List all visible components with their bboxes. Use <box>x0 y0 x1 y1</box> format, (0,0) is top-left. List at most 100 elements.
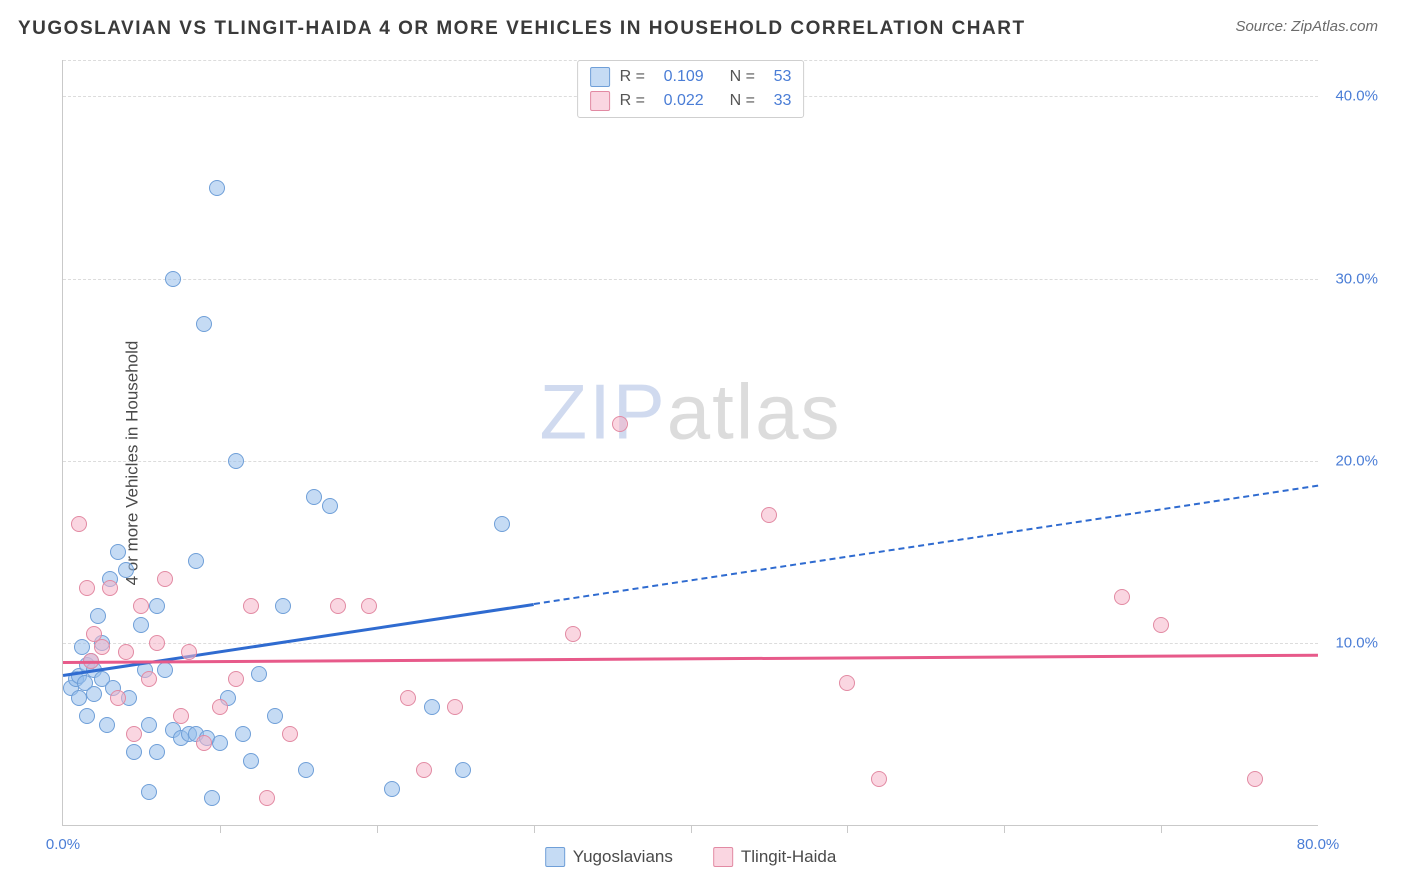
trend-line <box>63 654 1318 664</box>
x-tick-minor <box>377 825 378 833</box>
data-point <box>494 516 510 532</box>
x-tick-minor <box>534 825 535 833</box>
legend-stat-row: R =0.109N =53 <box>590 67 792 87</box>
data-point <box>361 598 377 614</box>
data-point <box>126 744 142 760</box>
data-point <box>141 784 157 800</box>
data-point <box>761 507 777 523</box>
x-tick-minor <box>1161 825 1162 833</box>
x-tick-label: 0.0% <box>46 836 80 853</box>
data-point <box>71 516 87 532</box>
data-point <box>149 598 165 614</box>
data-point <box>90 608 106 624</box>
legend-swatch <box>713 847 733 867</box>
data-point <box>384 781 400 797</box>
data-point <box>209 180 225 196</box>
data-point <box>298 762 314 778</box>
legend-r-label: R = <box>620 68 654 86</box>
data-point <box>196 316 212 332</box>
legend-series-item: Yugoslavians <box>545 847 673 867</box>
data-point <box>188 553 204 569</box>
data-point <box>173 708 189 724</box>
data-point <box>330 598 346 614</box>
data-point <box>141 671 157 687</box>
gridline <box>63 279 1318 280</box>
data-point <box>71 690 87 706</box>
data-point <box>1247 771 1263 787</box>
data-point <box>243 753 259 769</box>
data-point <box>74 639 90 655</box>
x-tick-minor <box>220 825 221 833</box>
data-point <box>165 271 181 287</box>
watermark: ZIPatlas <box>539 366 841 457</box>
legend-series-label: Yugoslavians <box>573 847 673 867</box>
y-tick-label: 40.0% <box>1335 88 1378 105</box>
data-point <box>251 666 267 682</box>
data-point <box>204 790 220 806</box>
data-point <box>102 580 118 596</box>
data-point <box>79 708 95 724</box>
data-point <box>400 690 416 706</box>
data-point <box>141 717 157 733</box>
data-point <box>235 726 251 742</box>
data-point <box>871 771 887 787</box>
data-point <box>455 762 471 778</box>
data-point <box>118 644 134 660</box>
legend-series: Yugoslavians Tlingit-Haida <box>545 847 837 867</box>
data-point <box>110 690 126 706</box>
legend-n-value: 33 <box>774 92 792 110</box>
data-point <box>416 762 432 778</box>
data-point <box>157 662 173 678</box>
data-point <box>149 744 165 760</box>
x-tick-minor <box>691 825 692 833</box>
x-tick-minor <box>847 825 848 833</box>
data-point <box>612 416 628 432</box>
legend-swatch <box>545 847 565 867</box>
legend-r-value: 0.109 <box>664 68 720 86</box>
watermark-atlas: atlas <box>667 367 842 455</box>
legend-r-value: 0.022 <box>664 92 720 110</box>
gridline <box>63 461 1318 462</box>
data-point <box>94 639 110 655</box>
data-point <box>267 708 283 724</box>
legend-swatch <box>590 67 610 87</box>
watermark-zip: ZIP <box>539 367 666 455</box>
x-tick-label: 80.0% <box>1297 836 1340 853</box>
data-point <box>99 717 115 733</box>
trend-line-extrapolated <box>533 484 1318 604</box>
trend-line <box>63 603 534 677</box>
data-point <box>110 544 126 560</box>
data-point <box>306 489 322 505</box>
y-tick-label: 10.0% <box>1335 634 1378 651</box>
legend-n-label: N = <box>730 92 764 110</box>
data-point <box>424 699 440 715</box>
y-tick-label: 20.0% <box>1335 452 1378 469</box>
data-point <box>157 571 173 587</box>
data-point <box>259 790 275 806</box>
plot-area: ZIPatlas R =0.109N =53R =0.022N =33 Yugo… <box>62 60 1318 826</box>
data-point <box>149 635 165 651</box>
data-point <box>1153 617 1169 633</box>
data-point <box>196 735 212 751</box>
chart-source: Source: ZipAtlas.com <box>1235 18 1378 35</box>
chart-area: 4 or more Vehicles in Household ZIPatlas… <box>18 52 1388 874</box>
legend-r-label: R = <box>620 92 654 110</box>
legend-n-value: 53 <box>774 68 792 86</box>
chart-title: YUGOSLAVIAN VS TLINGIT-HAIDA 4 OR MORE V… <box>18 18 1026 40</box>
legend-series-item: Tlingit-Haida <box>713 847 836 867</box>
data-point <box>1114 589 1130 605</box>
data-point <box>181 644 197 660</box>
data-point <box>839 675 855 691</box>
data-point <box>133 598 149 614</box>
legend-swatch <box>590 91 610 111</box>
data-point <box>126 726 142 742</box>
data-point <box>118 562 134 578</box>
data-point <box>79 580 95 596</box>
data-point <box>228 453 244 469</box>
legend-series-label: Tlingit-Haida <box>741 847 836 867</box>
data-point <box>228 671 244 687</box>
data-point <box>322 498 338 514</box>
data-point <box>565 626 581 642</box>
x-tick-minor <box>1004 825 1005 833</box>
gridline <box>63 643 1318 644</box>
